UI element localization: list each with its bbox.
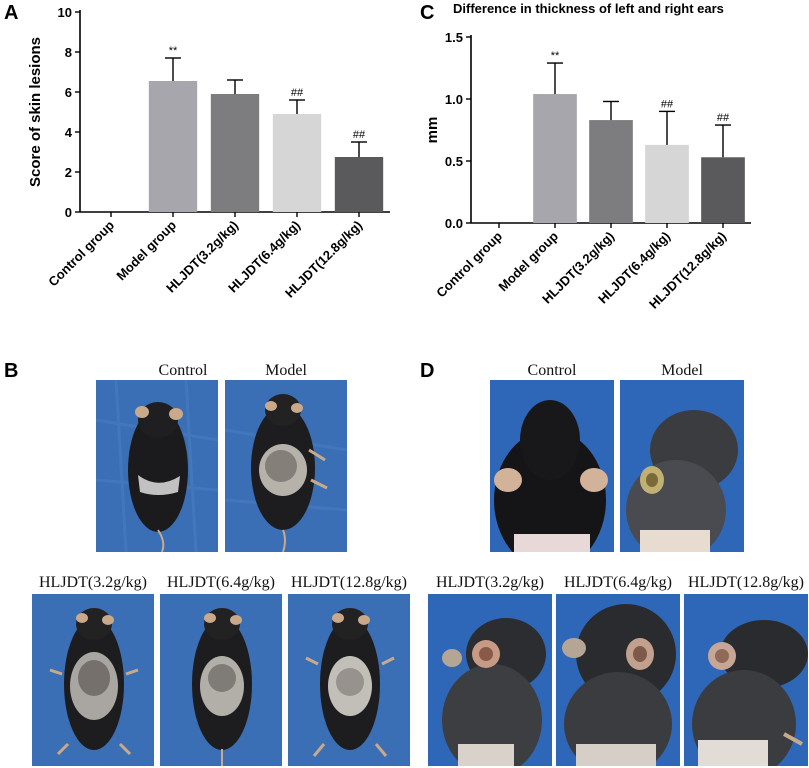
significance-marker: ** <box>169 45 178 57</box>
y-tick-label: 0.5 <box>445 154 463 169</box>
bar <box>589 120 633 223</box>
y-tick-label: 6 <box>65 85 72 100</box>
bar <box>533 94 577 223</box>
chart-a-skin-lesion-score: Score of skin lesions 0 2 4 6 8 10 Control grou… <box>27 5 390 301</box>
significance-marker: ** <box>551 50 560 62</box>
bar <box>272 114 322 212</box>
photo-b-label-hljdt-3-2: HLJDT(3.2g/kg) <box>39 574 147 591</box>
y-tick-label: 2 <box>65 165 72 180</box>
significance-marker: ## <box>353 129 366 141</box>
bar <box>645 144 689 223</box>
x-tick-label: Model group <box>113 217 179 283</box>
photo-b-label-model: Model <box>265 362 307 379</box>
bar <box>210 94 260 212</box>
panel-letter-a: A <box>4 2 19 24</box>
photo-d-hljdt-12-8-mouse <box>684 594 808 766</box>
chart-c-ear-thickness-difference: Difference in thickness of left and righ… <box>424 1 751 312</box>
bar <box>334 157 384 212</box>
panel-letter-c: C <box>420 2 435 24</box>
photo-b-label-hljdt-12-8: HLJDT(12.8g/kg) <box>291 574 407 591</box>
y-tick-label: 1.0 <box>445 92 463 107</box>
photo-b-label-hljdt-6-4: HLJDT(6.4g/kg) <box>167 574 275 591</box>
y-tick-label: 4 <box>65 125 73 140</box>
photo-d-label-control: Control <box>527 362 577 379</box>
photo-d-model-mouse <box>620 380 744 552</box>
y-tick-label: 8 <box>65 45 72 60</box>
photo-d-label-hljdt-12-8: HLJDT(12.8g/kg) <box>688 574 804 591</box>
y-axis-label: Score of skin lesions <box>27 37 44 187</box>
photo-b-model-mouse <box>225 380 347 552</box>
y-axis-label: mm <box>424 117 441 144</box>
y-tick-label: 0 <box>65 205 72 220</box>
photo-d-label-model: Model <box>661 362 703 379</box>
y-tick-label: 1.5 <box>445 30 463 45</box>
photo-d-hljdt-3-2-mouse <box>428 594 552 766</box>
x-tick-label: Control group <box>433 228 505 300</box>
panel-letter-b: B <box>4 360 19 382</box>
photo-b-hljdt-6-4-mouse <box>160 594 282 766</box>
bar <box>701 157 745 223</box>
bar <box>148 81 198 212</box>
y-tick-label: 0.0 <box>445 216 463 231</box>
x-tick-label: Control group <box>45 217 117 289</box>
y-tick-label: 10 <box>58 5 72 20</box>
chart-title: Difference in thickness of left and righ… <box>453 1 724 16</box>
photo-b-control-mouse <box>96 380 218 552</box>
photo-b-hljdt-12-8-mouse <box>288 594 410 766</box>
photo-b-label-control: Control <box>158 362 208 379</box>
significance-marker: ## <box>291 87 304 99</box>
photo-d-hljdt-6-4-mouse <box>556 594 680 766</box>
photo-b-hljdt-3-2-mouse <box>32 594 154 766</box>
photo-d-label-hljdt-6-4: HLJDT(6.4g/kg) <box>564 574 672 591</box>
significance-marker: ## <box>717 112 730 124</box>
photo-d-control-mouse <box>490 380 614 552</box>
significance-marker: ## <box>661 98 674 110</box>
panel-letter-d: D <box>420 360 435 382</box>
photo-d-label-hljdt-3-2: HLJDT(3.2g/kg) <box>436 574 544 591</box>
